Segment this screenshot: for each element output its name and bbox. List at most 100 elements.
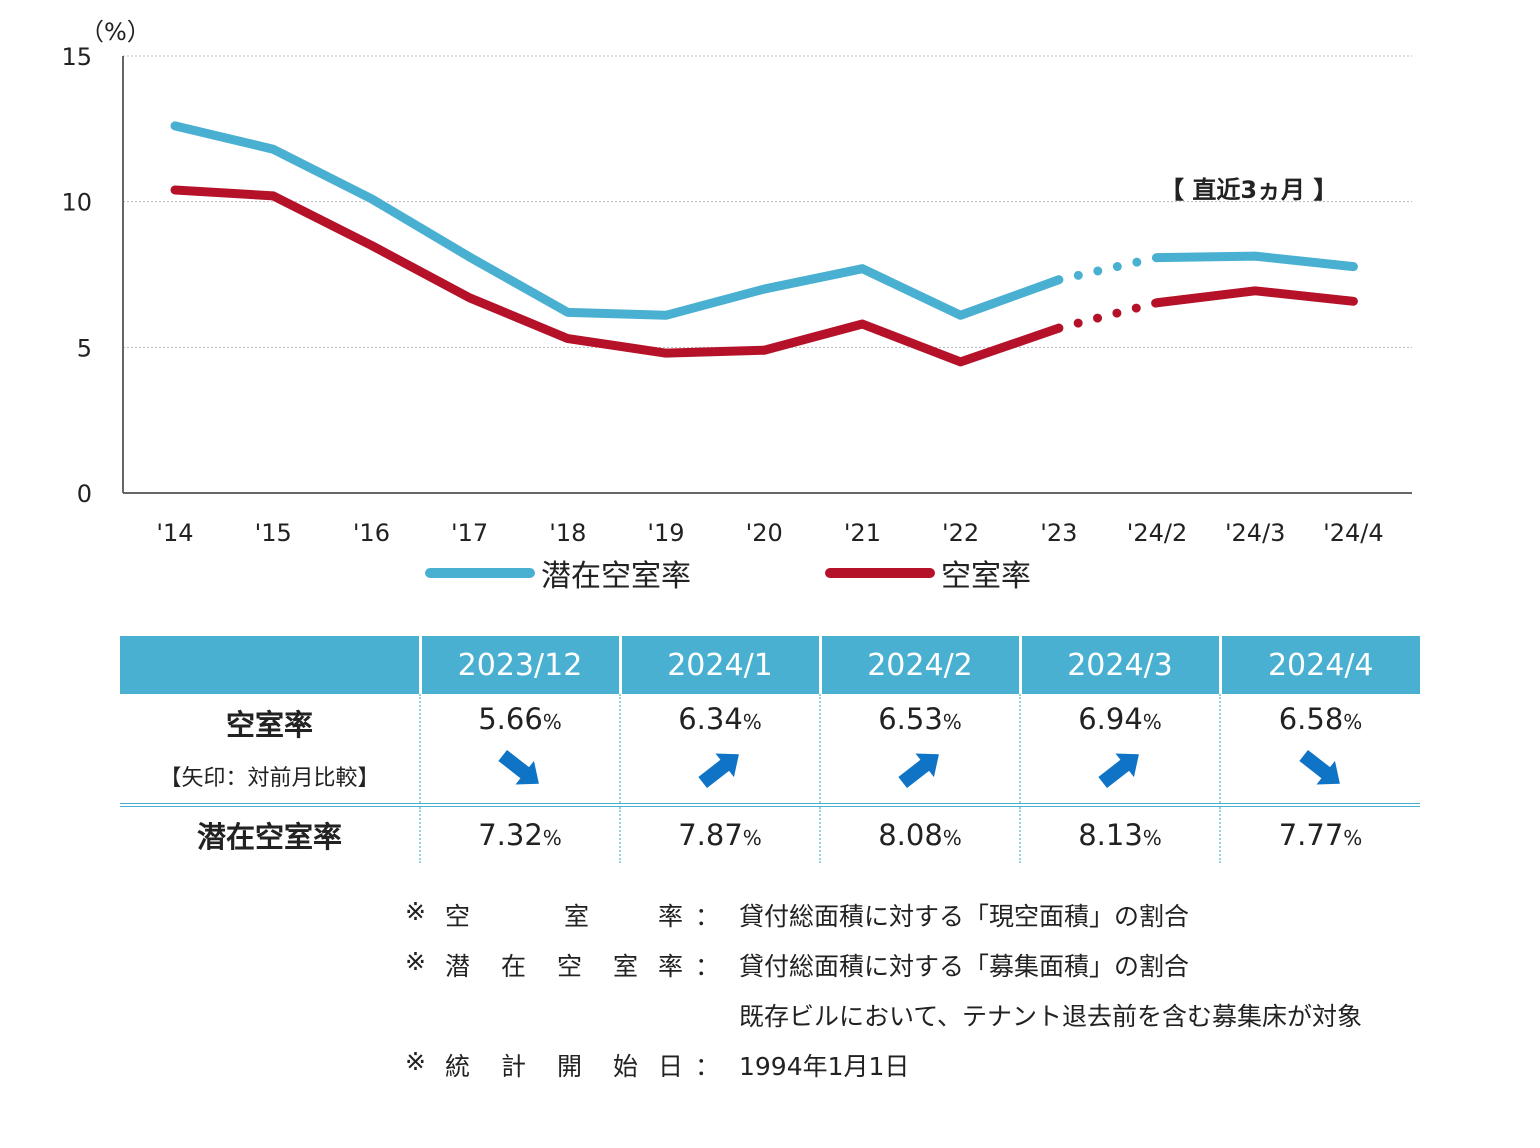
- note-key-char: 潜: [445, 952, 471, 981]
- percent-sign: %: [1142, 826, 1162, 850]
- y-tick-labels: 0 5 10 15: [61, 43, 92, 508]
- column-header: 2024/4: [1218, 636, 1420, 694]
- vacancy-value: 6.94: [1078, 702, 1143, 736]
- x-tick-label: '24/3: [1225, 519, 1286, 547]
- legend-item-potential-vacancy: 潜在空室率: [425, 553, 691, 594]
- note-mark: ※: [405, 1047, 426, 1076]
- note-key-char: 計: [501, 1052, 527, 1081]
- legend-label-potential: 潜在空室率: [541, 559, 691, 594]
- legend-label-vacancy: 空室率: [941, 559, 1031, 594]
- note-key: ※ 潜 在 空 室 率: [405, 947, 695, 983]
- percent-sign: %: [542, 826, 562, 850]
- note-vacancy: ※ 空 室 率 ： 貸付総面積に対する「現空面積」の割合: [405, 890, 1362, 940]
- note-key-char: 在: [501, 952, 527, 981]
- note-continuation: 既存ビルにおいて、テナント退去前を含む募集床が対象: [405, 990, 1362, 1040]
- vacancy-value: 5.66: [478, 702, 543, 736]
- vacancy-row-label: 空室率: [225, 708, 313, 742]
- rates-table: 2023/12 2024/1 2024/2 2024/3 2024/4 空室率 …: [120, 636, 1420, 863]
- potential-cell: 7.32%: [419, 803, 620, 863]
- potential-vacancy-rate-row: 潜在空室率 7.32% 7.87% 8.08% 8.13% 7.77%: [120, 803, 1420, 863]
- note-key-char: 空: [445, 902, 471, 931]
- note-value: 貸付総面積に対する「募集面積」の割合: [739, 952, 1190, 981]
- series-dotted-gap-0: [1054, 253, 1162, 285]
- note-key-char: 開: [557, 1052, 583, 1081]
- series-dotted-gap-1: [1054, 298, 1162, 333]
- note-key: ※ 空 室 率: [405, 897, 695, 933]
- potential-cell: 7.87%: [619, 803, 820, 863]
- table-corner-cell: [120, 636, 420, 694]
- potential-row-label: 潜在空室率: [120, 803, 420, 863]
- series-line-recent-0: [1152, 251, 1358, 272]
- series-line-recent-1: [1152, 286, 1358, 308]
- note-colon: ：: [695, 1052, 721, 1081]
- y-tick-label: 15: [61, 43, 92, 71]
- note-key-char: 空: [557, 952, 583, 981]
- series-lines: [170, 121, 1358, 367]
- x-tick-label: '21: [844, 519, 881, 547]
- legend-swatch-potential: [425, 568, 535, 578]
- vacancy-cell: 6.53%: [819, 694, 1020, 805]
- percent-sign: %: [742, 826, 762, 850]
- note-key: ※ 統 計 開 始 日: [405, 1047, 695, 1083]
- x-tick-label: '19: [647, 519, 684, 547]
- arrow-legend-note: 【矢印：対前月比較】: [159, 766, 380, 791]
- potential-value: 7.87: [678, 818, 743, 852]
- note-mark: ※: [405, 897, 426, 926]
- table-header-row: 2023/12 2024/1 2024/2 2024/3 2024/4: [120, 636, 1420, 694]
- y-axis-unit: （%）: [80, 18, 151, 46]
- trend-up-arrow-icon: [898, 753, 939, 789]
- percent-sign: %: [742, 710, 762, 734]
- potential-value: 7.32: [478, 818, 543, 852]
- x-tick-label: '17: [451, 519, 488, 547]
- y-tick-label: 5: [77, 334, 92, 362]
- trend-up-arrow-icon: [698, 753, 739, 789]
- vacancy-value: 6.58: [1278, 702, 1344, 736]
- note-key-char: 統: [445, 1052, 471, 1081]
- x-tick-label: '22: [942, 519, 979, 547]
- note-value: 貸付総面積に対する「現空面積」の割合: [739, 902, 1190, 931]
- note-potential-vacancy: ※ 潜 在 空 室 率 ： 貸付総面積に対する「募集面積」の割合: [405, 940, 1362, 990]
- vacancy-cell: 6.58%: [1219, 694, 1420, 805]
- recent-3-months-annotation: 【 直近3ヵ月 】: [1160, 176, 1337, 204]
- vacancy-rate-row: 空室率 【矢印：対前月比較】 5.66% 6.34% 6.53% 6.94% 6…: [120, 694, 1420, 805]
- note-key-char: 率: [658, 902, 684, 931]
- column-header: 2023/12: [418, 636, 620, 694]
- note-key-char: 室: [564, 902, 590, 931]
- trend-down-arrow-icon: [498, 749, 539, 785]
- potential-value: 8.08: [878, 818, 943, 852]
- note-mark: ※: [405, 947, 426, 976]
- series-line-0: [170, 121, 1064, 320]
- x-tick-label: '18: [549, 519, 586, 547]
- y-tick-label: 0: [77, 480, 92, 508]
- x-tick-label: '23: [1040, 519, 1077, 547]
- note-key-char: 始: [613, 1052, 639, 1081]
- vacancy-cell: 6.34%: [619, 694, 820, 805]
- note-value: 1994年1月1日: [739, 1052, 910, 1081]
- potential-cell: 8.13%: [1019, 803, 1220, 863]
- column-header: 2024/3: [1018, 636, 1220, 694]
- note-start-date: ※ 統 計 開 始 日 ： 1994年1月1日: [405, 1040, 1362, 1090]
- percent-sign: %: [942, 826, 962, 850]
- x-tick-label: '24/4: [1323, 519, 1384, 547]
- note-key-char: 率: [658, 952, 684, 981]
- x-tick-label: '24/2: [1127, 519, 1188, 547]
- note-value: 既存ビルにおいて、テナント退去前を含む募集床が対象: [739, 1002, 1363, 1031]
- note-colon: ：: [695, 952, 721, 981]
- legend-swatch-vacancy: [825, 568, 935, 578]
- column-header: 2024/2: [818, 636, 1020, 694]
- x-tick-label: '14: [156, 519, 193, 547]
- vacancy-row-header: 空室率 【矢印：対前月比較】: [120, 694, 420, 805]
- x-tick-label: '20: [746, 519, 783, 547]
- vacancy-value: 6.53: [878, 702, 943, 736]
- note-key-char: 室: [613, 952, 639, 981]
- trend-up-arrow-icon: [1098, 753, 1139, 789]
- potential-value: 8.13: [1078, 818, 1143, 852]
- line-chart: （%） 0 5 10 15 '14 '15 '16 '17 '18 '19 '20 '21 '22 '2…: [61, 18, 1412, 547]
- note-key-char: 日: [658, 1052, 684, 1081]
- column-header: 2024/1: [618, 636, 820, 694]
- potential-cell: 8.08%: [819, 803, 1020, 863]
- legend-item-vacancy: 空室率: [825, 553, 1031, 594]
- vacancy-value: 6.34: [678, 702, 743, 736]
- x-tick-labels: '14 '15 '16 '17 '18 '19 '20 '21 '22 '23 '24/2 '24/3…: [156, 519, 1383, 547]
- vacancy-cell: 5.66%: [419, 694, 620, 805]
